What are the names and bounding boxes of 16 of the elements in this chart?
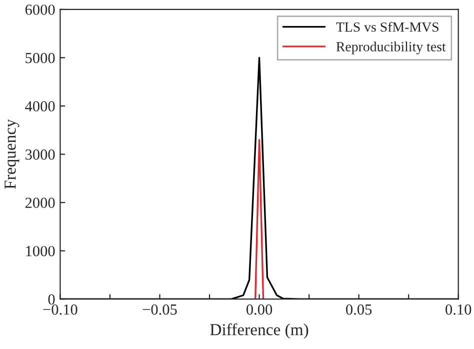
y-tick-label: 5000 — [26, 52, 55, 64]
x-tick-label: −0.10 — [43, 304, 78, 315]
y-tick-label: 1000 — [26, 246, 55, 256]
y-axis-title: Frequency — [4, 119, 20, 189]
y-tick-label: 0 — [48, 294, 55, 305]
x-tick-label: −0.05 — [142, 304, 177, 315]
y-tick-label: 3000 — [26, 149, 55, 160]
legend-label: Reproducibility test — [336, 42, 446, 54]
y-tick-label: 6000 — [25, 4, 55, 15]
x-tick-label: 0.00 — [246, 304, 272, 315]
legend-label: TLS vs SfM-MVS — [336, 22, 438, 32]
y-tick-label: 2000 — [25, 198, 55, 208]
x-tick-label: 0.10 — [446, 304, 472, 315]
x-tick-label: 0.05 — [346, 304, 372, 315]
x-axis-title: Difference (m) — [210, 323, 308, 339]
y-tick-label: 4000 — [25, 101, 55, 112]
